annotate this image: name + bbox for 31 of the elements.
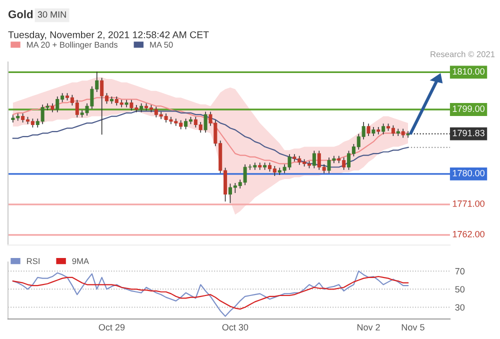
ref-line-label: 1810.00 — [452, 68, 484, 75]
x-tick-label: Oct 30 — [222, 324, 248, 330]
legend-label: MA 20 + Bollinger Bands — [27, 42, 118, 50]
candlestick — [124, 100, 128, 108]
candlestick — [376, 127, 380, 134]
ref-line-label: 1791.83 — [452, 130, 484, 136]
line-series — [12, 270, 409, 317]
y-tick-label: 50 — [455, 286, 465, 293]
line-series — [12, 276, 409, 310]
text: Research © 2021 — [430, 51, 495, 58]
y-tick-label: 70 — [455, 268, 465, 274]
candlestick — [258, 162, 262, 170]
text: 30 MIN — [38, 11, 66, 18]
x-tick-label: Nov 2 — [357, 324, 380, 330]
chart-title: Gold — [8, 10, 33, 18]
legend-label: MA 50 — [150, 42, 173, 48]
y-tick-label: 30 — [455, 304, 465, 311]
candlestick — [312, 150, 316, 168]
candlestick — [382, 124, 386, 134]
legend-label: RSI — [27, 258, 40, 264]
candlestick — [396, 128, 400, 136]
ref-line-label: 1780.00 — [452, 170, 484, 176]
ref-line-label: 1762.00 — [452, 230, 484, 238]
ref-line-label: 1771.00 — [452, 200, 484, 207]
chart-subtitle: Tuesday, November 2, 2021 12:58:42 AM CET — [8, 31, 209, 40]
candlestick — [366, 124, 370, 136]
ref-line-label: 1799.00 — [452, 106, 484, 112]
x-tick-label: Nov 5 — [402, 324, 424, 330]
x-tick-label: Oct 29 — [98, 324, 125, 330]
candlestick — [204, 112, 208, 133]
legend-label: 9MA — [72, 258, 90, 264]
